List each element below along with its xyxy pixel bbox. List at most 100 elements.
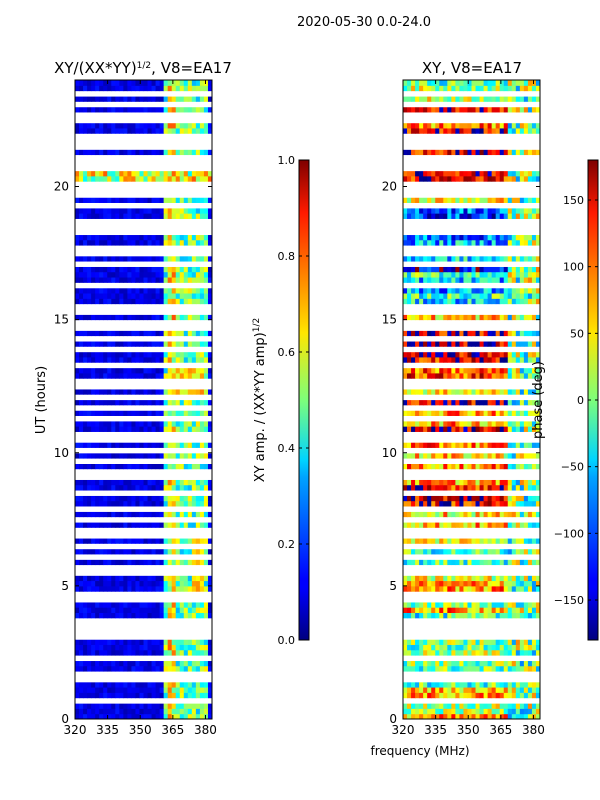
- heatmap-cell: [411, 495, 416, 502]
- heatmap-cell: [147, 330, 153, 337]
- heatmap-cell: [179, 426, 185, 432]
- heatmap-cell: [527, 500, 533, 507]
- heatmap-cell: [535, 356, 541, 363]
- heatmap-cell: [495, 367, 501, 374]
- heatmap-cell: [91, 298, 96, 305]
- heatmap-cell: [195, 495, 201, 502]
- heatmap-cell: [447, 399, 452, 406]
- heatmap-cell: [411, 239, 416, 246]
- heatmap-cell: [503, 127, 509, 134]
- heatmap-cell: [159, 234, 165, 241]
- heatmap-cell: [151, 463, 157, 470]
- heatmap-cell: [187, 330, 193, 337]
- heatmap-cell: [515, 495, 521, 502]
- heatmap-cell: [463, 511, 468, 518]
- heatmap-cell: [75, 234, 80, 241]
- heatmap-cell: [195, 442, 201, 448]
- heatmap-cell: [107, 500, 112, 507]
- heatmap-cell: [487, 149, 493, 156]
- heatmap-cell: [111, 255, 116, 262]
- heatmap-cell: [531, 314, 537, 321]
- flagged-row: [403, 623, 540, 630]
- heatmap-cell: [147, 708, 153, 715]
- heatmap-cell: [75, 452, 80, 459]
- heatmap-cell: [459, 681, 464, 688]
- heatmap-cell: [423, 298, 428, 305]
- heatmap-cell: [511, 293, 517, 299]
- heatmap-cell: [467, 681, 472, 688]
- heatmap-cell: [131, 234, 136, 241]
- heatmap-cell: [115, 314, 120, 321]
- heatmap-cell: [451, 351, 456, 358]
- heatmap-cell: [79, 80, 84, 86]
- heatmap-cell: [195, 314, 201, 321]
- heatmap-cell: [171, 495, 177, 502]
- heatmap-cell: [427, 80, 432, 86]
- heatmap-cell: [419, 314, 424, 321]
- heatmap-cell: [167, 239, 173, 246]
- heatmap-cell: [83, 442, 88, 448]
- heatmap-cell: [107, 601, 112, 608]
- heatmap-cell: [503, 660, 509, 667]
- heatmap-cell: [515, 601, 521, 608]
- heatmap-cell: [443, 442, 448, 448]
- heatmap-cell: [151, 484, 157, 491]
- heatmap-cell: [427, 644, 432, 651]
- heatmap-cell: [175, 175, 181, 182]
- flagged-row: [75, 202, 212, 209]
- heatmap-cell: [515, 239, 521, 246]
- heatmap-cell: [435, 585, 440, 592]
- heatmap-cell: [483, 607, 489, 613]
- heatmap-cell: [475, 537, 481, 544]
- heatmap-cell: [119, 687, 124, 693]
- heatmap-cell: [167, 80, 173, 86]
- heatmap-cell: [143, 367, 149, 374]
- heatmap-cell: [155, 351, 161, 358]
- heatmap-cell: [531, 207, 537, 214]
- heatmap-cell: [447, 559, 452, 566]
- heatmap-cell: [535, 330, 541, 337]
- heatmap-cell: [515, 548, 521, 555]
- heatmap-cell: [119, 607, 124, 613]
- heatmap-cell: [131, 463, 136, 470]
- heatmap-cell: [487, 511, 493, 518]
- heatmap-cell: [431, 255, 436, 262]
- heatmap-cell: [415, 500, 420, 507]
- heatmap-cell: [427, 452, 432, 459]
- heatmap-cell: [423, 239, 428, 246]
- heatmap-cell: [519, 601, 525, 608]
- heatmap-cell: [151, 548, 157, 555]
- heatmap-cell: [83, 703, 88, 709]
- heatmap-cell: [87, 170, 92, 177]
- heatmap-cell: [179, 580, 185, 587]
- heatmap-cell: [459, 452, 464, 459]
- heatmap-cell: [443, 197, 448, 203]
- heatmap-cell: [103, 266, 108, 273]
- heatmap-cell: [415, 426, 420, 432]
- heatmap-cell: [111, 607, 116, 613]
- heatmap-cell: [459, 585, 464, 592]
- heatmap-cell: [467, 708, 472, 715]
- heatmap-cell: [139, 213, 144, 219]
- heatmap-cell: [155, 80, 161, 86]
- heatmap-cell: [139, 511, 144, 518]
- heatmap-cell: [483, 442, 489, 448]
- heatmap-cell: [191, 277, 197, 283]
- heatmap-cell: [179, 442, 185, 448]
- heatmap-cell: [95, 106, 100, 113]
- heatmap-cell: [463, 255, 468, 262]
- heatmap-cell: [123, 95, 128, 102]
- heatmap-cell: [99, 266, 104, 273]
- heatmap-cell: [147, 410, 153, 416]
- heatmap-cell: [195, 548, 201, 555]
- heatmap-cell: [415, 287, 420, 294]
- heatmap-cell: [107, 703, 112, 709]
- heatmap-cell: [475, 713, 481, 720]
- heatmap-cell: [423, 479, 428, 486]
- heatmap-cell: [143, 298, 149, 305]
- heatmap-cell: [443, 170, 448, 177]
- heatmap-cell: [127, 442, 132, 448]
- heatmap-cell: [419, 559, 424, 566]
- heatmap-cell: [139, 484, 144, 491]
